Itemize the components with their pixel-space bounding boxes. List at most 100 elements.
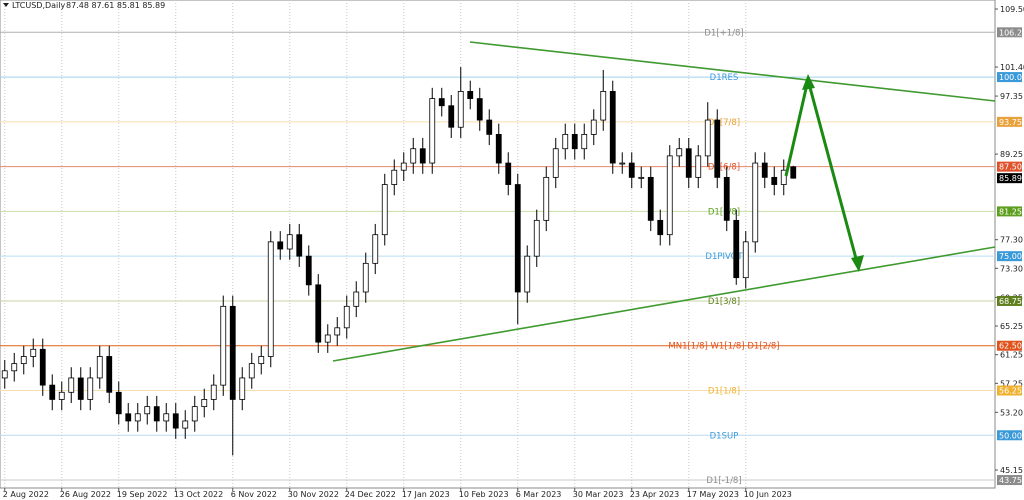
y-tick-label: 109.50 bbox=[1000, 5, 1024, 14]
candle-body bbox=[248, 363, 255, 379]
x-tick-label: 23 Apr 2023 bbox=[630, 490, 679, 499]
candle-body bbox=[30, 348, 37, 357]
price-box bbox=[997, 251, 1022, 262]
price-box-label: 75.00 bbox=[999, 252, 1022, 261]
level-label: D1PIVOT bbox=[705, 252, 743, 262]
candle-body bbox=[657, 219, 664, 236]
price-box-label: 56.25 bbox=[999, 387, 1022, 396]
candle-body bbox=[11, 363, 18, 372]
candle-body bbox=[761, 162, 768, 178]
candle-body bbox=[96, 356, 103, 379]
candle-body bbox=[524, 255, 531, 293]
candle-body bbox=[58, 391, 65, 400]
x-tick-label: 19 Sep 2022 bbox=[117, 490, 168, 499]
candle-body bbox=[790, 166, 797, 179]
x-tick-label: 10 Feb 2023 bbox=[459, 490, 509, 499]
level-label: D1[7/8] bbox=[708, 118, 740, 128]
price-box bbox=[997, 295, 1022, 306]
x-tick-label: 26 Aug 2022 bbox=[60, 490, 111, 499]
candle-body bbox=[343, 305, 350, 329]
level-label: D1[1/8] bbox=[708, 387, 740, 397]
candle-body bbox=[714, 119, 721, 178]
annotations bbox=[332, 41, 996, 362]
candle-body bbox=[191, 406, 198, 422]
price-box bbox=[997, 206, 1022, 217]
x-tick-label: 30 Nov 2022 bbox=[288, 490, 339, 499]
candle-body bbox=[267, 241, 274, 357]
candle-body bbox=[505, 162, 512, 185]
candle-body bbox=[172, 413, 179, 429]
candle-body bbox=[676, 148, 683, 157]
candle-body bbox=[647, 176, 654, 221]
level-label: D1[3/8] bbox=[708, 297, 740, 307]
price-box-label: 43.75 bbox=[999, 476, 1022, 485]
price-box bbox=[997, 340, 1022, 351]
plot-frame bbox=[0, 0, 996, 489]
candle-body bbox=[277, 241, 284, 250]
x-tick-label: 17 May 2023 bbox=[687, 490, 739, 499]
level-label: D1RES bbox=[710, 73, 739, 83]
price-box bbox=[997, 430, 1022, 441]
x-tick-label: 24 Dec 2022 bbox=[345, 490, 396, 499]
candles bbox=[1, 67, 797, 456]
price-box-label: 93.75 bbox=[999, 118, 1022, 127]
candle-body bbox=[571, 133, 578, 150]
trendline-lower bbox=[332, 246, 996, 362]
candle-body bbox=[305, 255, 312, 286]
price-box-label: 62.50 bbox=[999, 342, 1022, 351]
y-tick-label: 73.30 bbox=[1000, 264, 1023, 273]
candle-body bbox=[68, 377, 75, 393]
candle-body bbox=[419, 148, 426, 164]
candle-body bbox=[286, 234, 293, 250]
y-tick-label: 97.35 bbox=[1000, 92, 1023, 101]
candle-body bbox=[39, 348, 46, 386]
price-box bbox=[997, 385, 1022, 396]
candle-body bbox=[20, 356, 27, 365]
candle-body bbox=[87, 377, 94, 400]
candle-body bbox=[752, 162, 759, 243]
candle-body bbox=[201, 399, 208, 408]
candle-body bbox=[600, 91, 607, 121]
level-label: D1[6/8] bbox=[708, 163, 740, 173]
candle-body bbox=[638, 176, 645, 179]
candle-body bbox=[106, 356, 113, 393]
candle-body bbox=[315, 284, 322, 343]
price-box bbox=[997, 173, 1022, 184]
level-label: D1[-1/8] bbox=[706, 476, 741, 486]
price-box bbox=[997, 161, 1022, 172]
price-box bbox=[997, 116, 1022, 127]
candle-body bbox=[400, 162, 407, 171]
y-tick-label: 61.25 bbox=[1000, 351, 1023, 360]
trendline-upper bbox=[469, 41, 996, 102]
y-tick-label: 57.25 bbox=[1000, 379, 1023, 388]
price-box-label: 50.00 bbox=[999, 431, 1022, 440]
candle-body bbox=[467, 91, 474, 99]
candle-body bbox=[49, 384, 56, 400]
candle-body bbox=[666, 155, 673, 236]
candle-body bbox=[391, 169, 398, 185]
candle-body bbox=[372, 234, 379, 264]
candle-body bbox=[533, 219, 540, 257]
candle-body bbox=[144, 406, 151, 415]
candle-body bbox=[723, 176, 730, 221]
candle-body bbox=[704, 119, 711, 157]
candle-body bbox=[486, 119, 493, 135]
candle-body bbox=[495, 133, 502, 164]
candle-body bbox=[362, 262, 369, 293]
candle-body bbox=[685, 148, 692, 178]
y-tick-label: 65.25 bbox=[1000, 322, 1023, 331]
candle-body bbox=[628, 162, 635, 178]
candle-body bbox=[353, 291, 360, 307]
candle-body bbox=[296, 234, 303, 257]
x-tick-label: 13 Oct 2022 bbox=[174, 490, 223, 499]
candle-body bbox=[742, 241, 749, 279]
candle-body bbox=[239, 377, 246, 400]
price-box bbox=[997, 72, 1022, 83]
y-tick-label: 101.40 bbox=[1000, 63, 1024, 72]
candle-body bbox=[220, 305, 227, 386]
candle-body bbox=[1, 370, 8, 379]
candle-body bbox=[438, 98, 445, 107]
candle-body bbox=[324, 334, 331, 343]
